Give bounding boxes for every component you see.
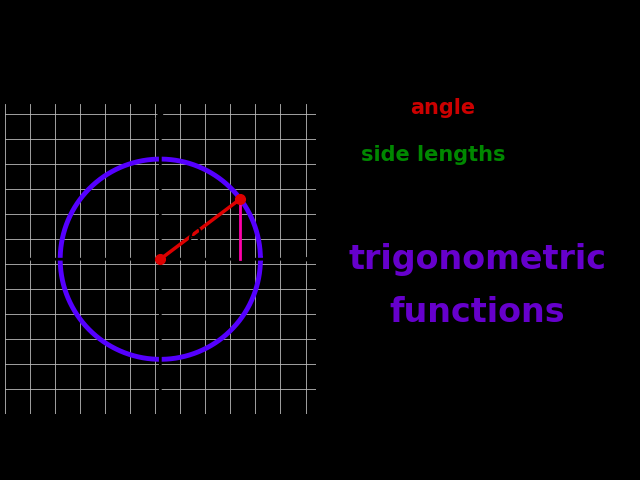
- Text: related by several: related by several: [371, 192, 584, 212]
- Text: side lengths: side lengths: [361, 145, 506, 165]
- Text: angle: angle: [410, 98, 475, 118]
- Text: tan: tan: [404, 428, 438, 448]
- Text: functions: functions: [390, 296, 565, 329]
- Text: are: are: [520, 145, 566, 165]
- Text: θ: θ: [188, 228, 202, 251]
- Text: trigonometric: trigonometric: [348, 243, 607, 276]
- Text: cos: cos: [403, 390, 438, 410]
- Text: Deriving the Trigonometric Functions: Deriving the Trigonometric Functions: [44, 8, 596, 34]
- Text: sin: sin: [406, 351, 436, 371]
- Text: cot: cot: [518, 428, 550, 448]
- Text: csc: csc: [517, 351, 551, 371]
- Text: sec: sec: [516, 390, 552, 410]
- Text: the: the: [355, 98, 401, 118]
- Text: and the: and the: [495, 98, 592, 118]
